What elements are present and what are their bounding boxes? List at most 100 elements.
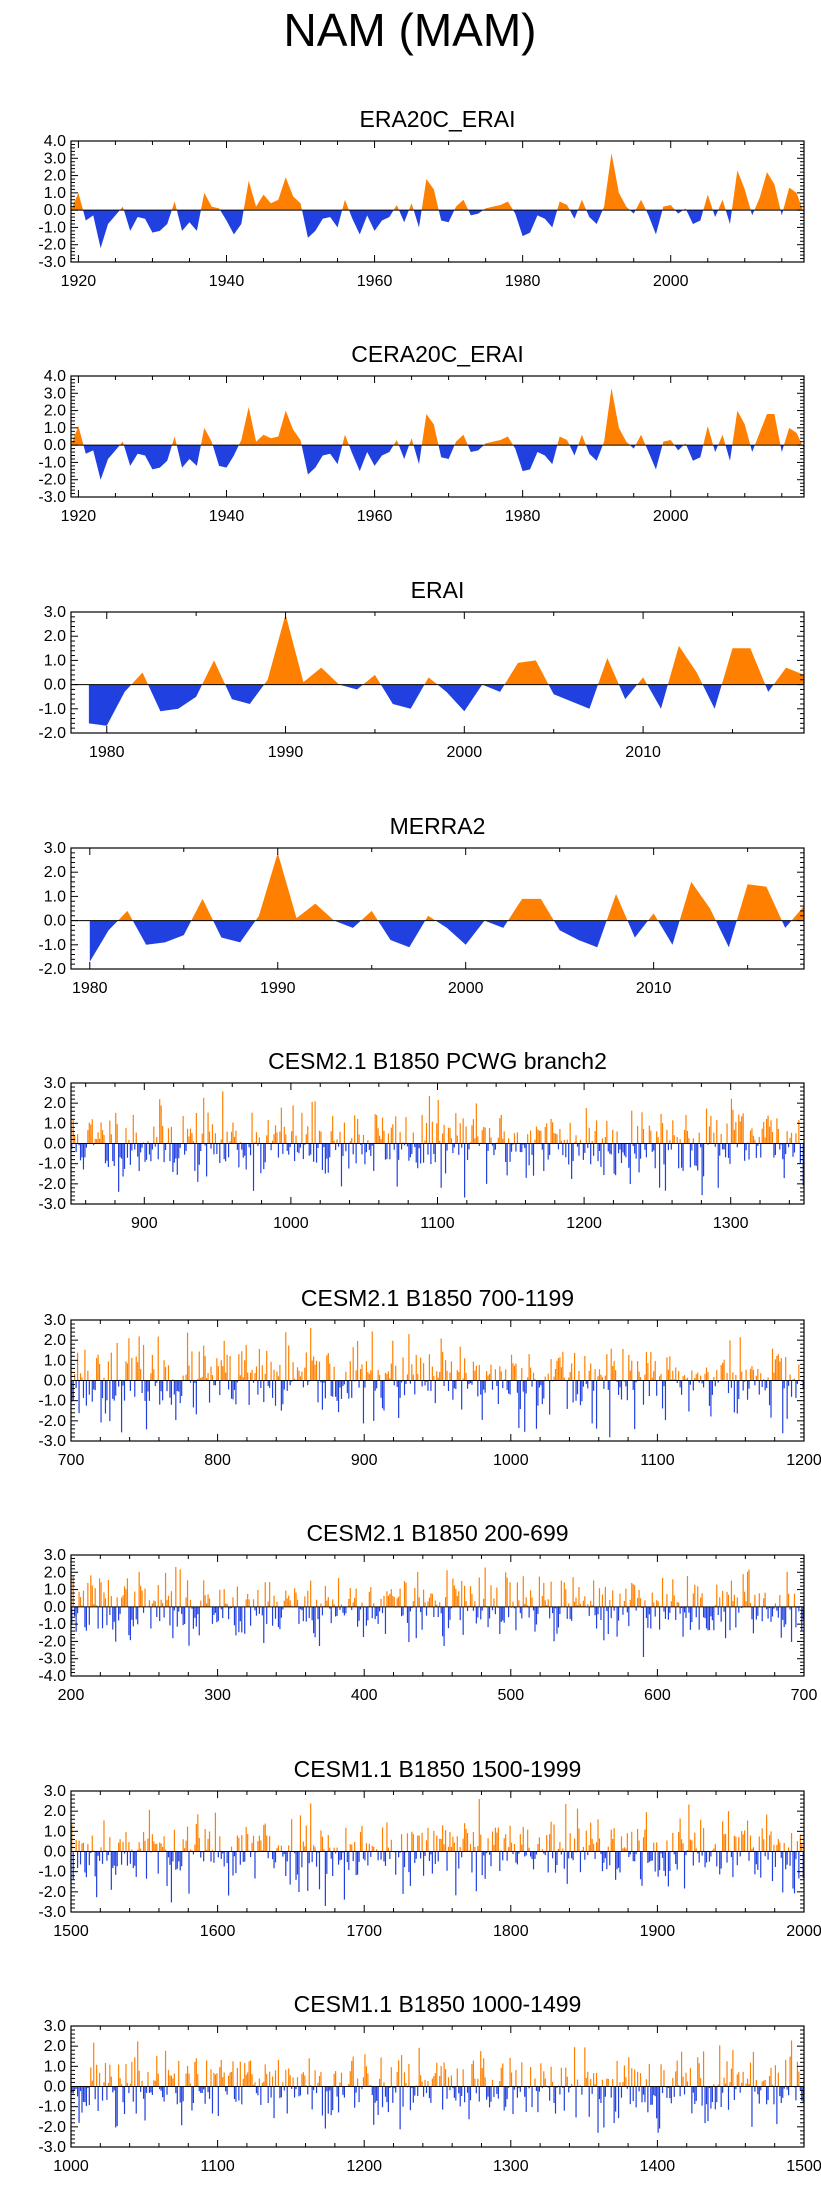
y-tick-label: 3.0 [44, 1783, 66, 1800]
chart-panel-3: ERAI 3.0 2.0 1.0 0.0 -1.0 -2.0 1980 1990 2000 2010 [38, 577, 805, 761]
y-tick-label: 3.0 [44, 840, 66, 857]
x-tick-label: 1000 [493, 1452, 529, 1469]
y-tick-label: 2.0 [44, 628, 66, 645]
chart-series [71, 2040, 804, 2133]
y-tick-label: 1.0 [44, 1823, 66, 1840]
y-tick-label: -1.0 [38, 219, 66, 236]
x-tick-label: 2010 [625, 744, 661, 761]
positive-area [89, 852, 804, 921]
x-tick-label: 200 [58, 1687, 85, 1704]
x-tick-label: 1920 [61, 508, 97, 525]
y-tick-label: 2.0 [44, 1332, 66, 1349]
y-tick-label: -3.0 [38, 2139, 66, 2156]
chart-title: ERA20C_ERAI [360, 106, 516, 132]
x-tick-label: 1500 [786, 2158, 821, 2175]
chart-series [89, 852, 804, 962]
positive-area [71, 153, 804, 211]
x-tick-label: 900 [351, 1452, 378, 1469]
y-tick-label: 0.0 [44, 1373, 66, 1390]
x-tick-label: 1600 [200, 1923, 236, 1940]
x-tick-label: 2000 [786, 1923, 821, 1940]
y-tick-label: -2.0 [38, 725, 66, 742]
y-tick-label: -2.0 [38, 961, 66, 978]
x-tick-label: 1980 [72, 980, 108, 997]
x-tick-label: 1960 [357, 273, 393, 290]
y-tick-label: 0.0 [44, 1599, 66, 1616]
y-tick-label: -2.0 [38, 1176, 66, 1193]
x-tick-label: 1200 [786, 1452, 821, 1469]
x-tick-label: 2000 [653, 273, 689, 290]
y-tick-label: 3.0 [44, 1075, 66, 1092]
x-tick-label: 700 [58, 1452, 85, 1469]
x-tick-label: 1990 [268, 744, 304, 761]
chart-panel-2: CERA20C_ERAI 4.03.02.01.00.0-1.0-2.0-3.0 1… [38, 341, 805, 525]
y-tick-label: 2.0 [44, 1803, 66, 1820]
x-tick-label: 1100 [640, 1452, 675, 1469]
positive-area [71, 388, 804, 446]
y-tick-label: -2.0 [38, 2119, 66, 2136]
y-tick-label: 1.0 [44, 185, 66, 202]
y-tick-label: -1.0 [38, 1616, 66, 1633]
x-tick-label: 1100 [200, 2158, 235, 2175]
y-tick-label: -2.0 [38, 472, 66, 489]
y-tick-label: 1.0 [44, 2058, 66, 2075]
x-tick-label: 500 [497, 1687, 524, 1704]
plot-frame [70, 847, 805, 970]
x-tick-label: 1940 [209, 273, 245, 290]
x-tick-label: 1000 [53, 2158, 89, 2175]
chart-series [71, 1799, 804, 1906]
x-tick-label: 600 [644, 1687, 671, 1704]
x-tick-label: 400 [351, 1687, 378, 1704]
y-tick-label: -3.0 [38, 1651, 66, 1668]
positive-area [88, 614, 804, 685]
y-tick-label: 0.0 [44, 202, 66, 219]
chart-series [88, 614, 804, 726]
chart-series [71, 1091, 804, 1198]
y-tick-label: 1.0 [44, 1115, 66, 1132]
negative-area [71, 445, 804, 480]
y-tick-label: 1.0 [44, 420, 66, 437]
negative-area [88, 684, 804, 726]
y-tick-label: 1.0 [44, 652, 66, 669]
x-tick-label: 800 [204, 1452, 231, 1469]
y-tick-label: -4.0 [38, 1668, 66, 1685]
x-tick-label: 300 [204, 1687, 231, 1704]
x-tick-label: 1200 [346, 2158, 382, 2175]
y-tick-label: -2.0 [38, 1884, 66, 1901]
y-tick-label: 1.0 [44, 888, 66, 905]
x-tick-label: 1920 [61, 273, 97, 290]
chart-series [71, 388, 804, 480]
y-tick-label: 2.0 [44, 1564, 66, 1581]
x-tick-label: 1400 [640, 2158, 676, 2175]
y-tick-label: -3.0 [38, 489, 66, 506]
x-tick-label: 700 [791, 1687, 818, 1704]
y-tick-label: -1.0 [38, 1393, 66, 1410]
y-tick-label: 1.0 [44, 1582, 66, 1599]
y-tick-label: 2.0 [44, 403, 66, 420]
x-tick-label: 900 [131, 1215, 158, 1232]
chart-panel-9: CESM1.1 B1850 1000-1499 3.0 2.0 1.0 0.0 -1.0 -… [38, 1991, 821, 2175]
x-tick-label: 1200 [566, 1215, 602, 1232]
chart-panel-1: ERA20C_ERAI 4.03.02.01.00.0-1.0-2.0-3.0 19… [38, 106, 805, 290]
y-tick-label: -1.0 [38, 1864, 66, 1881]
y-tick-label: 0.0 [44, 2079, 66, 2096]
x-tick-label: 1700 [346, 1923, 382, 1940]
x-tick-label: 1100 [420, 1215, 455, 1232]
y-tick-label: -1.0 [38, 2099, 66, 2116]
y-tick-label: -2.0 [38, 237, 66, 254]
negative-area [71, 210, 804, 249]
x-tick-label: 2000 [447, 744, 483, 761]
y-tick-label: 0.0 [44, 1844, 66, 1861]
y-tick-label: 2.0 [44, 2038, 66, 2055]
chart-panel-5: CESM2.1 B1850 PCWG branch2 3.0 2.0 1.0 0.0 -1… [38, 1048, 805, 1232]
chart-series [71, 1328, 804, 1438]
y-tick-label: 2.0 [44, 864, 66, 881]
x-tick-label: 1300 [493, 2158, 529, 2175]
y-tick-label: -1.0 [38, 1156, 66, 1173]
y-tick-label: 4.0 [44, 133, 66, 150]
chart-panel-6: CESM2.1 B1850 700-1199 3.0 2.0 1.0 0.0 -1.0 -2… [38, 1285, 821, 1469]
y-tick-label: 3.0 [44, 150, 66, 167]
y-tick-label: -3.0 [38, 1433, 66, 1450]
y-tick-label: 3.0 [44, 385, 66, 402]
